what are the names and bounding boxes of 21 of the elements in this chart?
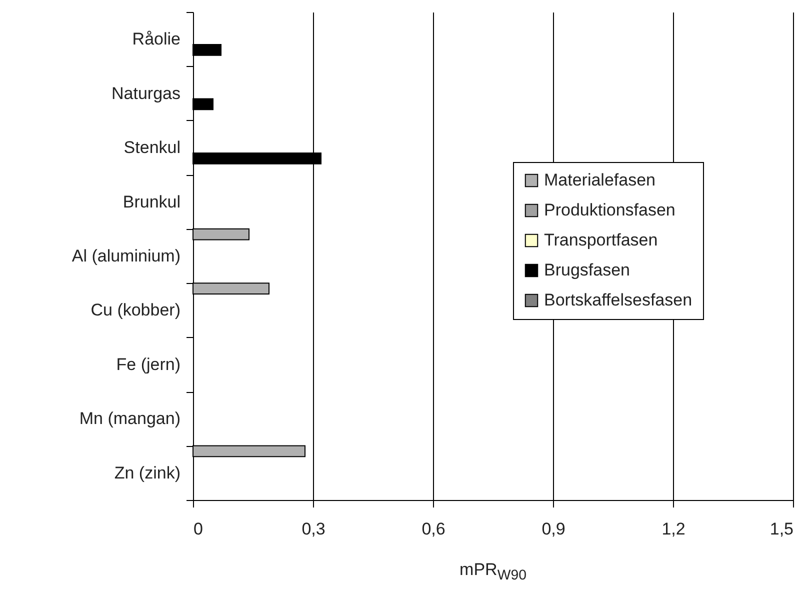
x-tick-label: 0,3 xyxy=(302,520,326,538)
y-tick-label: Zn (zink) xyxy=(114,463,180,482)
y-tick-label: Cu (kobber) xyxy=(90,300,180,320)
y-tick-label: Brunkul xyxy=(122,192,180,212)
legend-label: Transportfasen xyxy=(544,230,658,250)
y-tick-label: Stenkul xyxy=(124,138,180,158)
x-tick-label: 0,9 xyxy=(542,520,566,538)
x-tick-label: 1,5 xyxy=(770,520,794,538)
legend-label: Materialefasen xyxy=(544,170,656,190)
y-tick-label: Naturgas xyxy=(112,84,180,103)
x-axis-title: mPR$_{W90}$ xyxy=(458,560,528,584)
legend-label: Bortskaffelsesfasen xyxy=(544,290,692,310)
y-tick-label: Mn (mangan) xyxy=(79,409,180,428)
x-tick-label: 1,2 xyxy=(662,520,686,538)
y-tick-label: Fe (jern) xyxy=(116,354,180,374)
legend-label: Produktionsfasen xyxy=(544,200,676,220)
y-tick-label: Al (aluminium) xyxy=(72,246,180,266)
x-tick-label: 0 xyxy=(194,520,203,538)
legend-label: Brugsfasen xyxy=(544,260,630,280)
y-tick-label: Råolie xyxy=(132,30,180,49)
x-tick-label: 0,6 xyxy=(422,520,446,538)
